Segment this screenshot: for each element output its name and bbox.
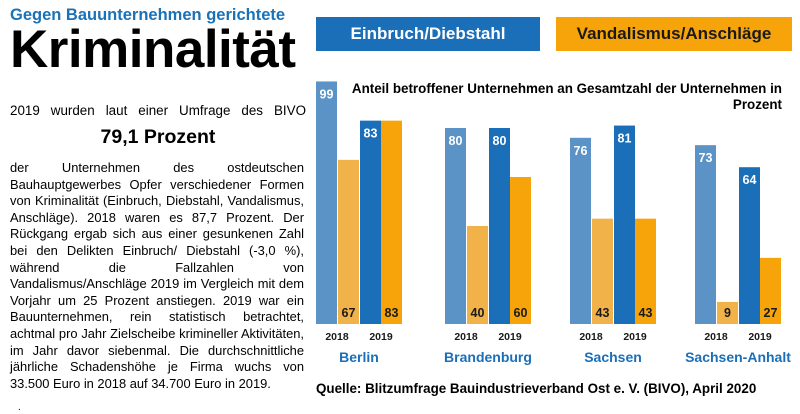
- value-label: 83: [385, 306, 399, 320]
- end-mark: .: [18, 402, 21, 413]
- category-label-brandenburg: Brandenburg: [444, 349, 532, 365]
- category-label-berlin: Berlin: [339, 349, 379, 365]
- bar-berlin-2019-vandalismus: [381, 120, 402, 325]
- category-label-sachsen: Sachsen: [584, 349, 642, 365]
- kicker: Gegen Bauunternehmen gerichtete: [10, 6, 286, 24]
- bar-brandenburg-2019-einbruch: [489, 128, 510, 324]
- article-panel: Gegen Bauunternehmen gerichtete Kriminal…: [8, 0, 308, 414]
- highlight-figure: 79,1 Prozent: [100, 126, 216, 148]
- value-label: 73: [699, 151, 713, 165]
- year-label: 2018: [325, 331, 349, 343]
- value-label: 67: [342, 306, 356, 320]
- bar-sachsen-2019-vandalismus: [635, 218, 656, 324]
- value-label: 83: [364, 127, 378, 141]
- year-label: 2019: [748, 331, 772, 343]
- year-label: 2019: [498, 331, 522, 343]
- year-label: 2018: [579, 331, 603, 343]
- bar-brandenburg-2019-vandalismus: [510, 177, 531, 324]
- legend-vandalismus: Vandalismus/Anschläge: [556, 17, 792, 51]
- value-label: 43: [596, 306, 610, 320]
- bar-berlin-2018-vandalismus: [338, 159, 359, 324]
- headline: Kriminalität: [10, 20, 296, 79]
- bar-sachsen-anhalt-2019-einbruch: [739, 167, 760, 324]
- value-label: 80: [449, 134, 463, 148]
- value-label: 76: [574, 144, 588, 158]
- bar-sachsen-2019-einbruch: [614, 125, 635, 324]
- article-body: der Unternehmen des ostdeutschen Bauhaup…: [10, 160, 304, 391]
- bar-brandenburg-2018-einbruch: [445, 128, 466, 324]
- value-label: 40: [471, 306, 485, 320]
- legend-einbruch: Einbruch/Diebstahl: [316, 17, 540, 51]
- bar-berlin-2018-einbruch: [316, 81, 337, 324]
- category-label-sachsen-anhalt: Sachsen-Anhalt: [685, 349, 791, 365]
- intro-text: 2019 wurden laut einer Umfrage des BIVO: [10, 103, 306, 118]
- value-label: 99: [320, 87, 334, 101]
- bar-sachsen-2018-einbruch: [570, 137, 591, 324]
- bar-sachsen-anhalt-2018-vandalismus: [717, 301, 738, 324]
- year-label: 2019: [623, 331, 647, 343]
- value-label: 80: [493, 134, 507, 148]
- bar-sachsen-anhalt-2018-einbruch: [695, 145, 716, 324]
- year-label: 2018: [454, 331, 478, 343]
- value-label: 43: [639, 306, 653, 320]
- value-label: 27: [764, 306, 778, 320]
- year-label: 2019: [369, 331, 393, 343]
- source-note: Quelle: Blitzumfrage Bauindustrieverband…: [316, 381, 757, 396]
- bar-sachsen-anhalt-2019-vandalismus: [760, 257, 781, 324]
- bar-berlin-2019-einbruch: [360, 120, 381, 325]
- value-label: 64: [743, 173, 757, 187]
- year-label: 2018: [704, 331, 728, 343]
- chart-title: Anteil betroffener Unternehmen an Gesamt…: [351, 81, 782, 112]
- value-label: 9: [724, 306, 731, 320]
- value-label: 60: [514, 306, 528, 320]
- bar-sachsen-2018-vandalismus: [592, 218, 613, 324]
- bar-brandenburg-2018-vandalismus: [467, 226, 488, 324]
- value-label: 81: [618, 132, 632, 146]
